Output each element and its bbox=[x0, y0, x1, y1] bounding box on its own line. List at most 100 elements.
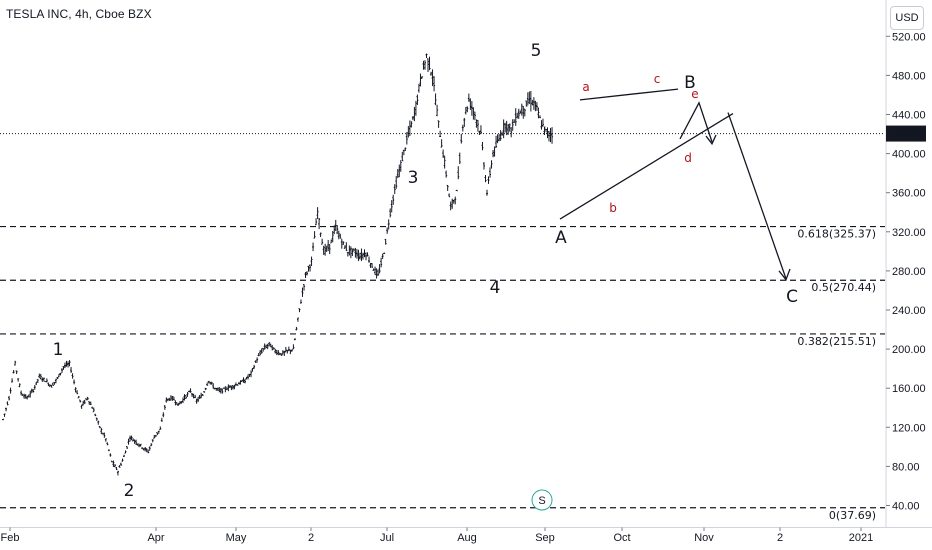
candle bbox=[345, 242, 348, 252]
candle bbox=[14, 360, 17, 366]
candle bbox=[519, 110, 522, 115]
candle bbox=[374, 266, 377, 275]
candle bbox=[357, 249, 360, 262]
candle bbox=[343, 245, 346, 249]
candle bbox=[358, 252, 361, 260]
candle bbox=[467, 93, 470, 102]
candle bbox=[351, 248, 354, 257]
candle bbox=[334, 219, 337, 232]
candle bbox=[511, 119, 514, 131]
candle bbox=[510, 127, 513, 138]
candle bbox=[47, 382, 50, 387]
candle bbox=[410, 121, 413, 128]
candle bbox=[293, 338, 296, 341]
candle bbox=[526, 92, 529, 106]
candle bbox=[27, 394, 30, 398]
candle bbox=[230, 385, 233, 391]
candle bbox=[504, 122, 507, 133]
candle bbox=[244, 378, 246, 384]
candle bbox=[104, 438, 107, 442]
candle bbox=[517, 108, 520, 119]
price-axis[interactable]: 40.00 80.00 120.00 160.00 200.00 240.00 280.00… bbox=[885, 0, 926, 528]
candle bbox=[298, 308, 301, 313]
candle bbox=[302, 284, 305, 291]
currency-button[interactable]: USD bbox=[890, 6, 924, 30]
projection-c-path bbox=[727, 112, 787, 279]
candle bbox=[439, 130, 442, 137]
candle bbox=[94, 413, 97, 417]
candle bbox=[348, 245, 351, 256]
wave-label-5: 5 bbox=[531, 41, 542, 61]
wave-label-A: A bbox=[555, 228, 567, 248]
candle bbox=[330, 239, 333, 244]
plot-area[interactable]: 0.618(325.37) 0.5(270.44) 0.382(215.51) 0(3… bbox=[0, 41, 885, 522]
candle bbox=[231, 385, 234, 390]
candle bbox=[437, 120, 440, 128]
candle bbox=[64, 362, 67, 369]
candle bbox=[495, 135, 498, 148]
candle bbox=[136, 443, 139, 446]
candle bbox=[413, 106, 416, 122]
time-axis[interactable]: Feb Apr May 2 Jul Aug Sep Oct Nov 2 2021 bbox=[0, 527, 932, 545]
candle bbox=[130, 435, 133, 441]
candle bbox=[339, 233, 342, 239]
candle bbox=[361, 252, 364, 260]
candle bbox=[121, 458, 124, 462]
candle bbox=[259, 350, 262, 356]
candle bbox=[256, 357, 259, 363]
candle bbox=[106, 442, 109, 446]
candle bbox=[110, 460, 113, 463]
candle bbox=[70, 367, 73, 373]
candle bbox=[430, 71, 433, 76]
candle bbox=[12, 370, 15, 374]
candle bbox=[434, 93, 437, 106]
candle bbox=[472, 107, 475, 120]
candle bbox=[496, 134, 499, 144]
candle bbox=[525, 100, 528, 107]
candle bbox=[219, 387, 222, 394]
candle bbox=[194, 394, 197, 399]
candle bbox=[148, 446, 151, 451]
arrow-head-icon bbox=[778, 268, 791, 282]
x-tick-label: 2 bbox=[777, 532, 783, 544]
candle bbox=[32, 389, 35, 393]
fib-level-label: 0.5(270.44) bbox=[811, 281, 876, 294]
candle bbox=[331, 231, 334, 243]
candle bbox=[493, 146, 496, 157]
candle bbox=[466, 106, 469, 113]
candle bbox=[284, 346, 287, 353]
candle bbox=[475, 119, 478, 128]
projection-e-path bbox=[679, 101, 713, 143]
candle bbox=[286, 349, 289, 354]
candle bbox=[461, 124, 464, 132]
candle bbox=[210, 381, 213, 385]
candle bbox=[234, 382, 237, 386]
candle bbox=[531, 99, 534, 106]
x-tick-label: Oct bbox=[613, 532, 630, 544]
candle bbox=[544, 128, 547, 132]
candle bbox=[452, 199, 455, 204]
candle bbox=[237, 381, 240, 385]
candle bbox=[278, 352, 281, 356]
split-marker-icon[interactable] bbox=[531, 489, 553, 511]
candle bbox=[21, 393, 24, 396]
candle bbox=[183, 394, 186, 401]
candle bbox=[209, 381, 212, 385]
candle bbox=[393, 184, 396, 195]
subwave-label-a: a bbox=[582, 80, 589, 94]
candle bbox=[165, 397, 168, 403]
candle bbox=[425, 53, 428, 58]
candle bbox=[436, 104, 439, 117]
candle bbox=[123, 454, 125, 457]
candle bbox=[532, 97, 535, 110]
y-tick-label: 40.00 bbox=[892, 501, 920, 513]
candle bbox=[443, 155, 446, 169]
candle bbox=[145, 448, 148, 453]
candle bbox=[113, 464, 116, 468]
x-tick-label: 2021 bbox=[849, 532, 873, 544]
candle bbox=[56, 376, 59, 380]
candle bbox=[538, 115, 541, 119]
candle bbox=[371, 263, 374, 268]
candle bbox=[162, 412, 165, 418]
